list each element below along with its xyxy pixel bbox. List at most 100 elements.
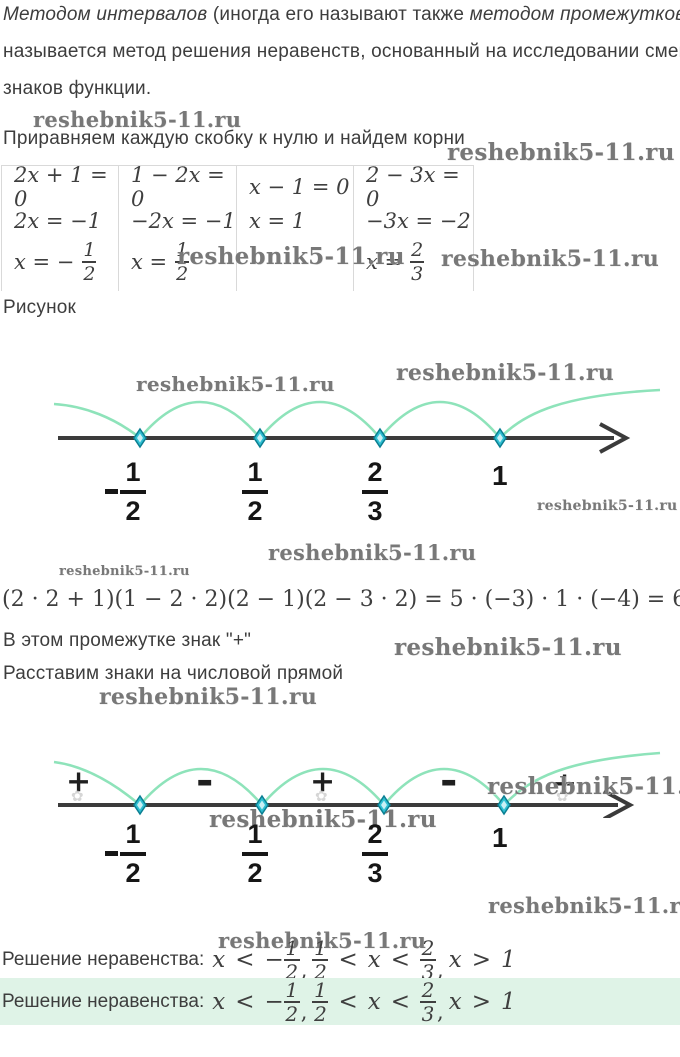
numerator: 1: [314, 935, 327, 960]
equation: 2 − 3x = 0: [366, 163, 460, 211]
numerator: 2: [367, 819, 383, 849]
equation: x = 1: [249, 209, 306, 233]
math-token: x: [448, 989, 462, 1015]
denominator: 3: [367, 857, 383, 888]
solution-label: Решение неравенства:: [2, 949, 205, 970]
numerator: 2: [367, 457, 383, 487]
numerator: 1: [176, 239, 189, 261]
number-line-figure-1: [53, 388, 661, 454]
fraction-bar: [283, 959, 300, 961]
equation: 2x + 1 = 0: [14, 163, 108, 211]
denominator: 2: [285, 1002, 299, 1027]
arc: [499, 388, 661, 439]
math-token: <: [235, 947, 255, 973]
axis-arrow-icon: [603, 789, 635, 818]
watermark: reshebnik5-11.ru: [136, 372, 335, 396]
interval-sign-plus: +: [552, 766, 578, 801]
intro-line-2: называется метод решения неравенств, осн…: [3, 41, 680, 62]
math-token: <: [235, 989, 255, 1015]
numerator: 2: [421, 977, 435, 1002]
watermark-glyph-icon: ✿: [315, 788, 328, 805]
math-token: >: [471, 989, 491, 1015]
watermark-glyph-icon: ✿: [556, 788, 569, 805]
denominator: 3: [411, 262, 424, 285]
math-token: 1: [500, 947, 516, 973]
numerator: 1: [125, 457, 141, 487]
equation: −3x = −2: [366, 209, 471, 233]
watermark: reshebnik5-11.ru: [59, 564, 190, 579]
axis-label-one: 1: [492, 822, 508, 853]
arrange-note: Расставим знаки на числовой прямой: [3, 663, 344, 684]
denominator: 2: [247, 857, 263, 888]
equation: 1 − 2x = 0: [131, 163, 225, 211]
math-token: x: [448, 947, 462, 973]
fraction-bar: [420, 1001, 437, 1003]
fraction-bar: [312, 1001, 329, 1003]
fraction-bar: [175, 261, 190, 263]
intro-line-1-regular: (иногда его называют также: [207, 4, 470, 25]
watermark: reshebnik5-11.ru: [537, 498, 678, 514]
numerator: 1: [83, 239, 96, 261]
arc: [379, 400, 501, 439]
equation: x − 1 = 0: [249, 175, 350, 199]
math-token: <: [338, 989, 358, 1015]
fraction-bar: [362, 490, 388, 494]
denominator: 2: [125, 495, 141, 526]
watermark: reshebnik5-11.ru: [396, 360, 615, 386]
fraction-bar: [283, 1001, 300, 1003]
watermark: reshebnik5-11.ru: [268, 540, 477, 565]
denominator: 2: [314, 960, 327, 985]
denominator: 2: [176, 262, 189, 285]
watermark: reshebnik5-11.ru: [33, 107, 242, 132]
arc: [139, 400, 261, 439]
roots-table-col-3: x − 1 = 0 x = 1: [236, 166, 353, 291]
result-prefix: x =: [131, 249, 168, 274]
point-marker: [497, 794, 511, 816]
arc: [261, 767, 385, 806]
denominator: 2: [83, 262, 96, 285]
numerator: 1: [314, 977, 327, 1002]
math-token: >: [471, 947, 491, 973]
math-token: ,: [437, 958, 444, 982]
math-token: <: [390, 989, 411, 1015]
math-token: ,: [300, 958, 308, 982]
intro-line-1: Методом интервалов (иногда его называют …: [3, 4, 680, 26]
watermark: reshebnik5-11.ru: [447, 139, 675, 166]
interval-sign-plus: +: [310, 764, 336, 799]
fraction-bar: [410, 261, 425, 263]
label-minus-sign: [105, 489, 118, 494]
fraction-bar: [242, 852, 268, 856]
watermark: reshebnik5-11.ru: [488, 893, 680, 918]
denominator: 2: [247, 495, 263, 526]
numerator: 1: [247, 457, 263, 487]
watermark: reshebnik5-11.ru: [441, 246, 660, 272]
math-token: x: [212, 989, 226, 1015]
point-marker: [133, 427, 147, 449]
interval-sign-minus: -: [440, 755, 458, 804]
check-calculation: (2 · 2 + 1)(1 − 2 · 2)(2 − 1)(2 − 3 · 2)…: [2, 587, 680, 612]
math-token: x: [367, 947, 381, 973]
fraction-bar: [420, 959, 437, 961]
equation: 2x = −1: [14, 209, 102, 233]
result-prefix: x = −: [14, 249, 75, 274]
label-minus-sign: [105, 851, 118, 856]
denominator: 3: [421, 960, 435, 985]
watermark: reshebnik5-11.ru: [218, 928, 427, 953]
fraction-bar: [312, 959, 329, 961]
axis-label-one: 1: [492, 460, 508, 491]
math-token: 1: [500, 989, 516, 1015]
arc: [53, 402, 141, 440]
